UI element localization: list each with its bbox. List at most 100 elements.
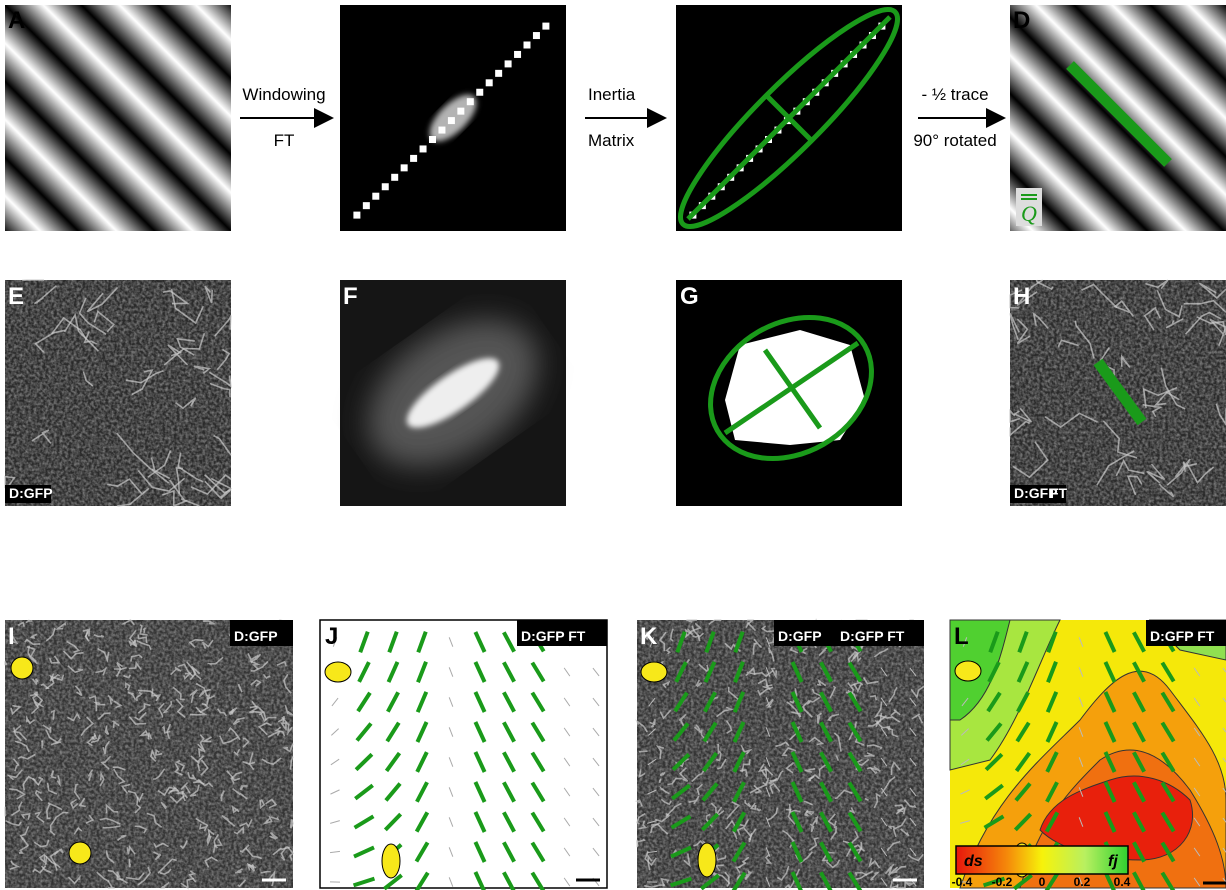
nematic-bar-weak xyxy=(1222,757,1226,763)
scale-bars xyxy=(262,878,1226,885)
nematic-bar-weak xyxy=(1078,817,1084,827)
nematic-bar xyxy=(790,811,804,833)
nematic-bar-weak xyxy=(960,789,970,795)
nematic-bar-weak xyxy=(592,667,600,677)
cell-edge xyxy=(724,871,730,885)
nematic-bar xyxy=(383,873,403,890)
nematic-bar xyxy=(414,811,430,833)
nematic-bar xyxy=(356,691,372,713)
nematic-bar xyxy=(415,691,429,713)
cell-edge xyxy=(128,660,142,670)
nematic-bar-weak xyxy=(1193,697,1201,707)
cell-edge xyxy=(850,652,862,663)
cell-edge xyxy=(850,644,864,652)
nematic-bar xyxy=(502,811,516,833)
cell-edge xyxy=(191,665,202,680)
nematic-bar xyxy=(473,721,487,743)
cell-edge xyxy=(740,744,753,755)
cell-edge xyxy=(892,818,907,838)
cell-edge xyxy=(1142,403,1163,418)
cell-edge xyxy=(715,854,727,861)
nematic-bar xyxy=(1160,841,1176,863)
arrow-trace: - ½ trace 90° rotated xyxy=(913,85,1006,150)
nematic-bar-weak xyxy=(648,728,656,736)
nematic-bar xyxy=(819,751,833,773)
nematic-bar xyxy=(354,752,374,772)
cell-edge xyxy=(93,310,115,333)
cell-edge xyxy=(34,329,66,353)
cell-edges xyxy=(4,618,295,890)
cell-edge xyxy=(636,812,646,825)
tag-box xyxy=(1146,620,1226,646)
nematic-bar-weak xyxy=(880,667,888,677)
cell-edge xyxy=(125,872,145,881)
cell-edge xyxy=(757,763,774,776)
nematic-bar-weak xyxy=(563,727,571,737)
cell-edge xyxy=(249,660,261,670)
nematic-bar-weak xyxy=(563,667,571,677)
cell-edge xyxy=(134,825,148,834)
cell-edge xyxy=(46,782,58,795)
cell-edge xyxy=(128,716,147,726)
cell-edge xyxy=(11,801,23,816)
nematic-bar xyxy=(790,871,803,890)
cell-edge xyxy=(82,371,94,387)
cell-edge xyxy=(127,790,144,803)
cell-edge xyxy=(80,716,95,737)
cell-edge xyxy=(221,814,236,827)
nematic-bar xyxy=(982,876,1006,888)
nematic-bar xyxy=(1103,811,1117,833)
cell-edge xyxy=(769,782,781,794)
cell-edge xyxy=(1126,475,1143,496)
cell-edge xyxy=(1057,339,1079,348)
nematic-bar-weak xyxy=(563,847,571,857)
cell-edge xyxy=(1115,459,1145,477)
cell-edge xyxy=(24,638,41,646)
fft-dot xyxy=(523,41,531,49)
cell-edge xyxy=(195,703,210,714)
cell-edge xyxy=(105,803,119,814)
nematic-bar xyxy=(530,661,546,683)
cell-edge xyxy=(158,702,165,718)
nematic-bar-weak xyxy=(765,847,771,857)
cell-edge xyxy=(854,871,868,876)
cell-edge xyxy=(137,469,186,492)
cell-edge xyxy=(84,627,91,642)
nematic-bar xyxy=(733,661,745,683)
cell-edge xyxy=(262,673,271,680)
nematic-bar xyxy=(983,814,1005,830)
tag-box xyxy=(5,485,51,503)
cell-edge xyxy=(1016,279,1044,306)
cell-edge xyxy=(785,808,796,825)
cell-edge xyxy=(216,348,231,371)
panel-label: C xyxy=(680,7,697,34)
nematic-bar xyxy=(732,781,746,803)
nematic-bar xyxy=(1013,812,1033,832)
cell-edge xyxy=(218,735,239,745)
nematic-bar xyxy=(473,751,487,773)
nematic-bar-weak xyxy=(331,697,339,707)
cell-edge xyxy=(96,871,110,883)
cell-edge xyxy=(239,785,248,791)
cell-edge xyxy=(281,716,293,736)
cell-edge xyxy=(821,851,835,862)
cell-edge xyxy=(44,856,48,866)
cell-edge xyxy=(757,677,773,687)
q-symbol: Q xyxy=(1021,201,1037,226)
nematic-bar-weak xyxy=(765,817,771,827)
cell-edge xyxy=(40,683,50,690)
nematic-bar xyxy=(1016,691,1030,713)
cell-edge xyxy=(32,865,47,874)
cell-edge xyxy=(237,683,243,693)
cell-edge xyxy=(1113,300,1135,317)
nematic-bar xyxy=(353,814,375,830)
cell-edge xyxy=(45,729,60,746)
cell-edge xyxy=(267,870,276,887)
nematic-bar xyxy=(387,630,399,654)
nematic-bar-weak xyxy=(1193,727,1201,737)
nematic-bar-weak xyxy=(1222,817,1226,823)
cell-edge xyxy=(804,768,816,773)
cell-edge xyxy=(195,817,209,827)
cell-edge xyxy=(40,865,52,874)
cell-edge xyxy=(691,625,705,638)
